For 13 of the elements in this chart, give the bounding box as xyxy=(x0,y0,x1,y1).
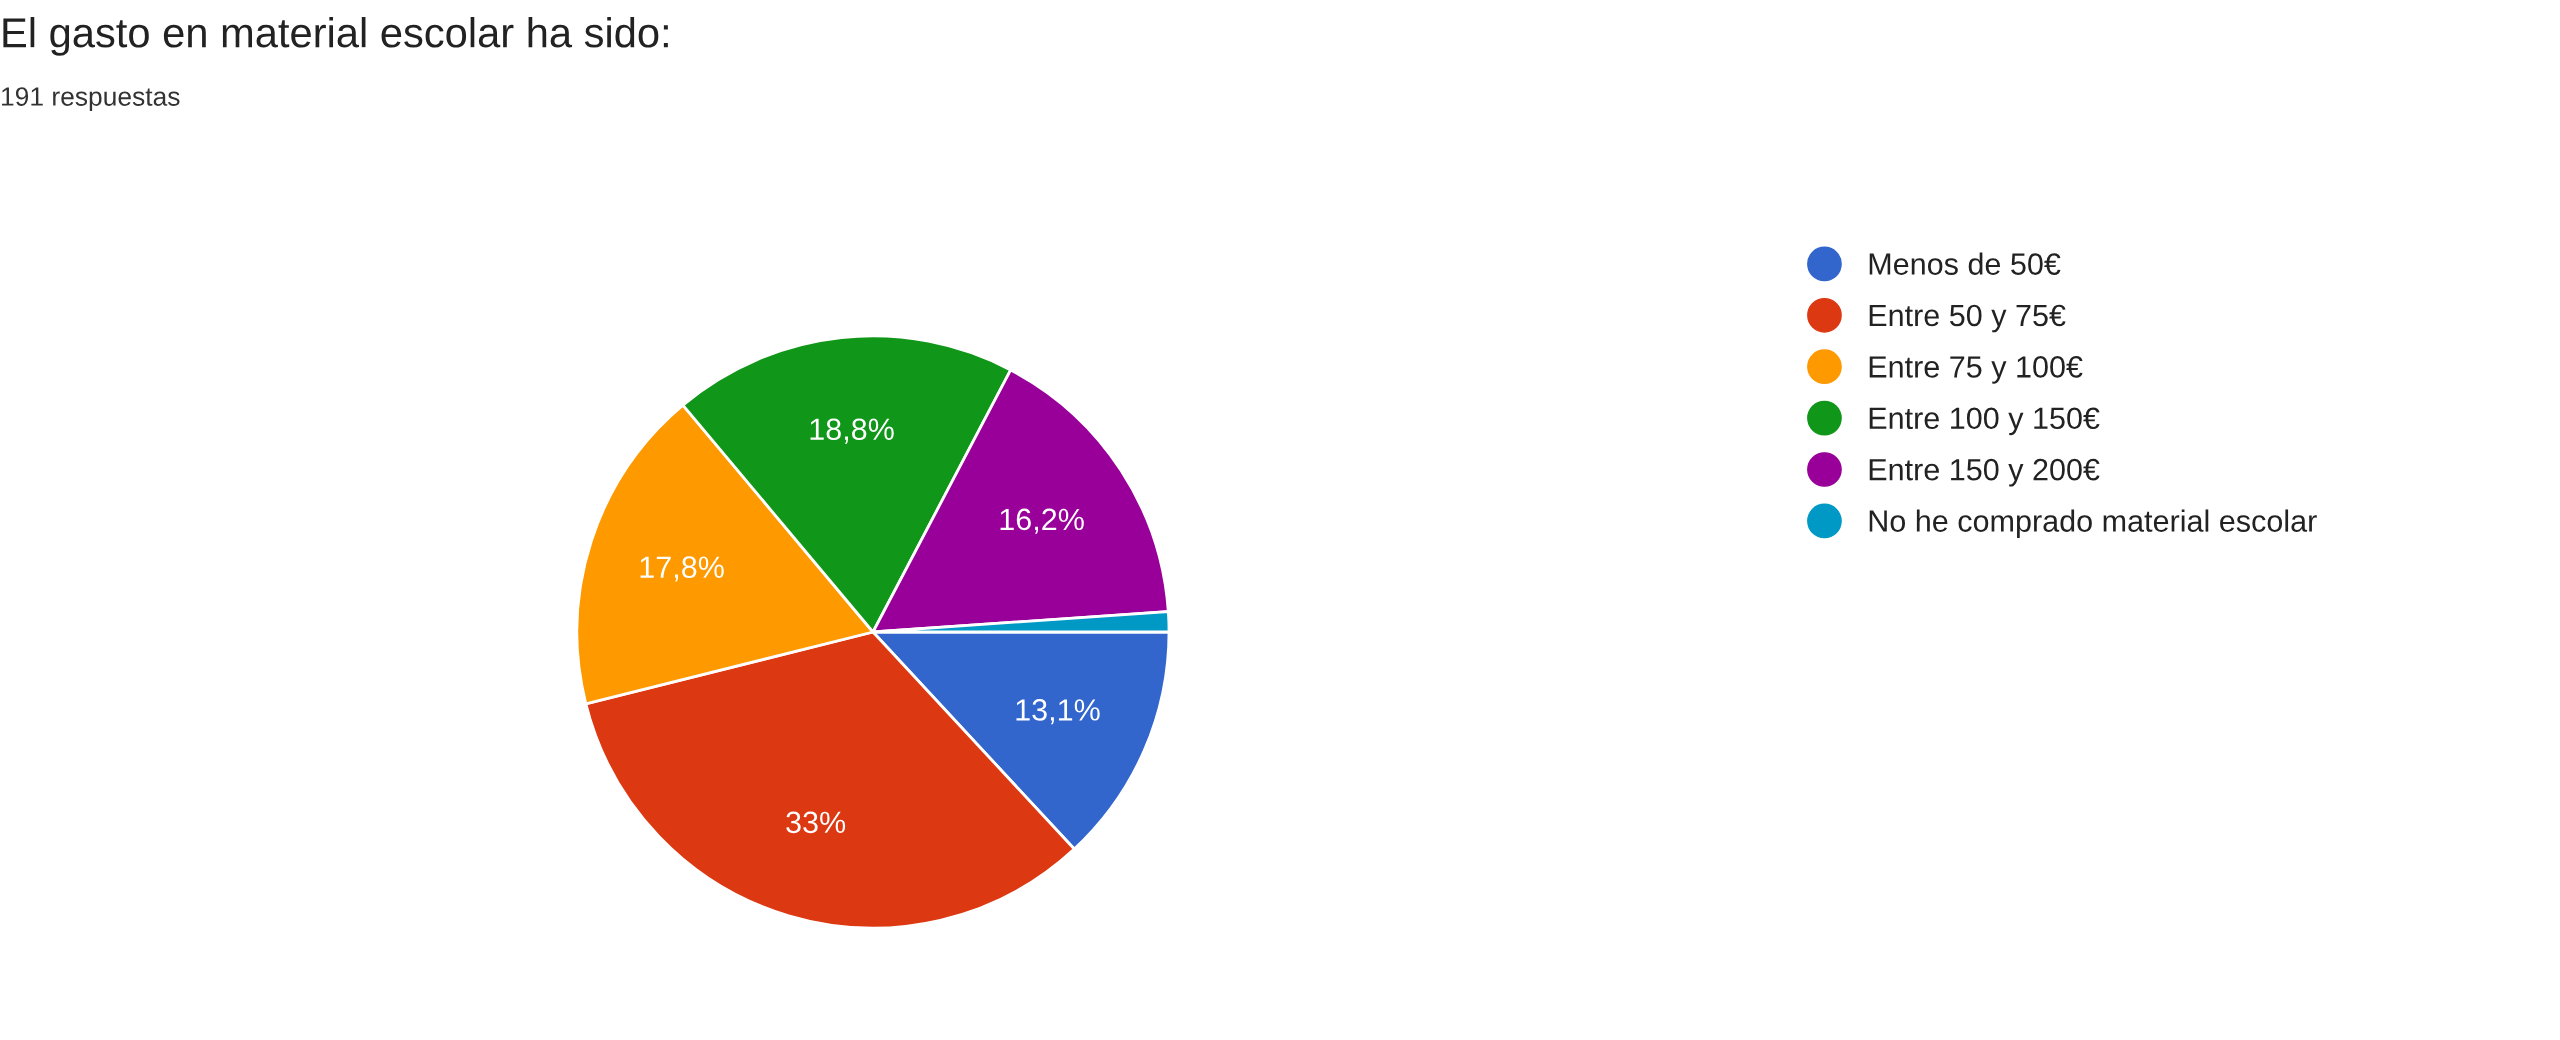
legend-label: Entre 75 y 100€ xyxy=(1869,356,2083,384)
legend-label: Entre 100 y 150€ xyxy=(1869,407,2100,436)
data-label: 33% xyxy=(786,811,846,834)
legend-label: Menos de 50€ xyxy=(1869,252,2061,275)
chart-title: El gasto en material escolar ha sido: xyxy=(3,16,668,56)
text: 191 respuestas xyxy=(2,87,180,112)
legend-label: Entre 150 y 200€ xyxy=(1869,458,2100,487)
legend-label: No he comprado material escolar xyxy=(1869,509,2317,538)
data-label: 17,8% xyxy=(640,556,724,582)
data-label: 13,1% xyxy=(1016,699,1100,725)
legend-label: Entre 50 y 75€ xyxy=(1869,304,2066,333)
data-label: 18,8% xyxy=(810,418,894,444)
data-label: 16,2% xyxy=(1000,508,1084,534)
